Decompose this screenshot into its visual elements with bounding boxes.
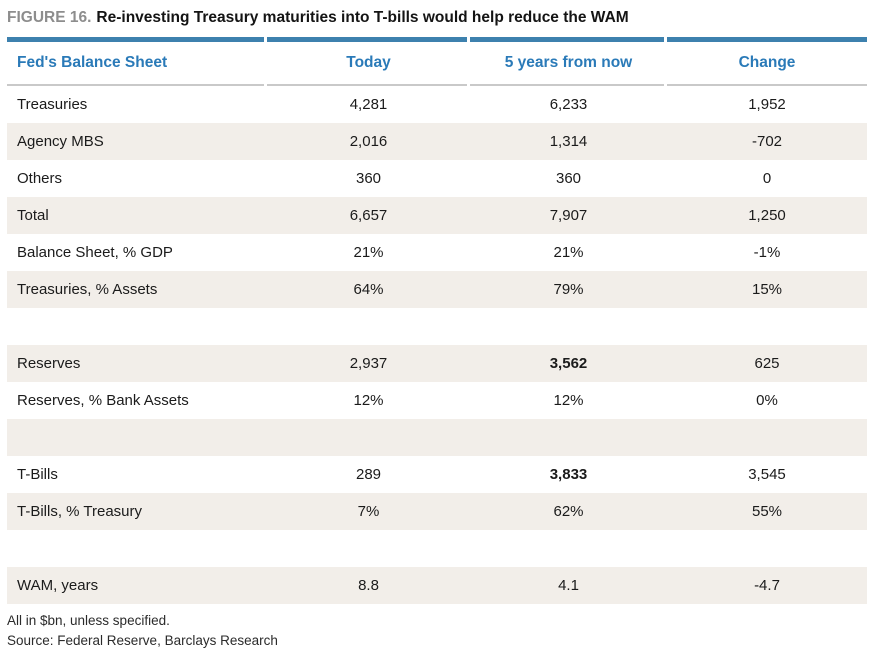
table-row-others: Others 360 360 0 bbox=[7, 160, 867, 197]
table-header-row: Fed's Balance Sheet Today 5 years from n… bbox=[7, 42, 867, 84]
change-value: 3,545 bbox=[748, 466, 786, 483]
table-row-treasuries-pct-assets: Treasuries, % Assets 64% 79% 15% bbox=[7, 271, 867, 308]
change-value: 55% bbox=[751, 503, 783, 520]
today-value: 64% bbox=[353, 281, 384, 298]
rule-segment bbox=[267, 37, 467, 42]
row-label: Treasuries, % Assets bbox=[17, 281, 158, 298]
future-value: 62% bbox=[553, 503, 584, 520]
units-note: All in $bn, unless specified. bbox=[7, 613, 170, 628]
rule-segment bbox=[7, 37, 264, 42]
future-value: 12% bbox=[553, 392, 584, 409]
rule-segment bbox=[470, 84, 664, 86]
rule-segment bbox=[267, 84, 467, 86]
table-row-balance-sheet-pct-gdp: Balance Sheet, % GDP 21% 21% -1% bbox=[7, 234, 867, 271]
rule-segment bbox=[667, 84, 867, 86]
figure-title: FIGURE 16. Re-investing Treasury maturiti… bbox=[7, 8, 867, 28]
row-label: Agency MBS bbox=[17, 133, 104, 150]
today-value: 2,937 bbox=[349, 355, 388, 372]
header-divider-rule bbox=[7, 84, 867, 86]
change-value: 1,952 bbox=[748, 96, 786, 113]
table-row-t-bills-pct-treasury: T-Bills, % Treasury 7% 62% 55% bbox=[7, 493, 867, 530]
row-label: WAM, years bbox=[17, 577, 99, 594]
table-row-total: Total 6,657 7,907 1,250 bbox=[7, 197, 867, 234]
row-label: Balance Sheet, % GDP bbox=[17, 244, 173, 261]
change-value: 1,250 bbox=[748, 207, 786, 224]
today-value: 6,657 bbox=[349, 207, 388, 224]
spacer-row bbox=[7, 419, 867, 456]
source-note: Source: Federal Reserve, Barclays Resear… bbox=[7, 633, 278, 648]
row-label: T-Bills, % Treasury bbox=[17, 503, 143, 520]
change-value: 0% bbox=[756, 392, 778, 409]
column-header-today: Today bbox=[346, 54, 391, 71]
future-value: 7,907 bbox=[549, 207, 588, 224]
today-value: 7% bbox=[357, 503, 380, 520]
column-header-balance-sheet: Fed's Balance Sheet bbox=[17, 54, 168, 71]
row-label: Reserves, % Bank Assets bbox=[17, 392, 189, 409]
table-top-rule bbox=[7, 37, 867, 42]
future-value: 360 bbox=[555, 170, 582, 187]
today-value: 4,281 bbox=[349, 96, 388, 113]
change-value: 625 bbox=[754, 355, 780, 372]
row-label: Others bbox=[17, 170, 63, 187]
figure-number-label: FIGURE 16. bbox=[7, 9, 92, 26]
table-row-reserves: Reserves 2,937 3,562 625 bbox=[7, 345, 867, 382]
today-value: 8.8 bbox=[358, 577, 379, 594]
today-value: 289 bbox=[355, 466, 382, 483]
row-label: Treasuries bbox=[17, 96, 88, 113]
rule-segment bbox=[7, 84, 264, 86]
future-value-emphasized: 3,562 bbox=[549, 355, 588, 372]
change-value: 0 bbox=[762, 170, 772, 187]
table-row-treasuries: Treasuries 4,281 6,233 1,952 bbox=[7, 86, 867, 123]
spacer-row bbox=[7, 308, 867, 345]
future-value-emphasized: 3,833 bbox=[549, 466, 588, 483]
rule-segment bbox=[667, 37, 867, 42]
future-value: 4.1 bbox=[558, 577, 579, 594]
table-body: Treasuries 4,281 6,233 1,952 Agency MBS … bbox=[7, 86, 867, 604]
future-value: 79% bbox=[553, 281, 584, 298]
change-value: 15% bbox=[751, 281, 783, 298]
table-row-agency-mbs: Agency MBS 2,016 1,314 -702 bbox=[7, 123, 867, 160]
figure-footnotes: All in $bn, unless specified. Source: Fe… bbox=[7, 611, 867, 651]
spacer-row bbox=[7, 530, 867, 567]
today-value: 2,016 bbox=[349, 133, 388, 150]
row-label: T-Bills bbox=[17, 466, 58, 483]
change-value: -702 bbox=[751, 133, 783, 150]
rule-segment bbox=[470, 37, 664, 42]
column-header-change: Change bbox=[738, 54, 796, 71]
today-value: 360 bbox=[355, 170, 382, 187]
today-value: 12% bbox=[353, 392, 384, 409]
future-value: 21% bbox=[553, 244, 584, 261]
column-header-5-years: 5 years from now bbox=[504, 54, 633, 71]
future-value: 6,233 bbox=[549, 96, 588, 113]
change-value: -1% bbox=[753, 244, 781, 261]
table-row-wam-years: WAM, years 8.8 4.1 -4.7 bbox=[7, 567, 867, 604]
figure-heading: Re-investing Treasury maturities into T-… bbox=[96, 9, 629, 26]
future-value: 1,314 bbox=[549, 133, 588, 150]
today-value: 21% bbox=[353, 244, 384, 261]
table-row-reserves-pct-bank-assets: Reserves, % Bank Assets 12% 12% 0% bbox=[7, 382, 867, 419]
change-value: -4.7 bbox=[754, 577, 780, 594]
row-label: Total bbox=[17, 207, 49, 224]
row-label: Reserves bbox=[17, 355, 81, 372]
table-row-t-bills: T-Bills 289 3,833 3,545 bbox=[7, 456, 867, 493]
